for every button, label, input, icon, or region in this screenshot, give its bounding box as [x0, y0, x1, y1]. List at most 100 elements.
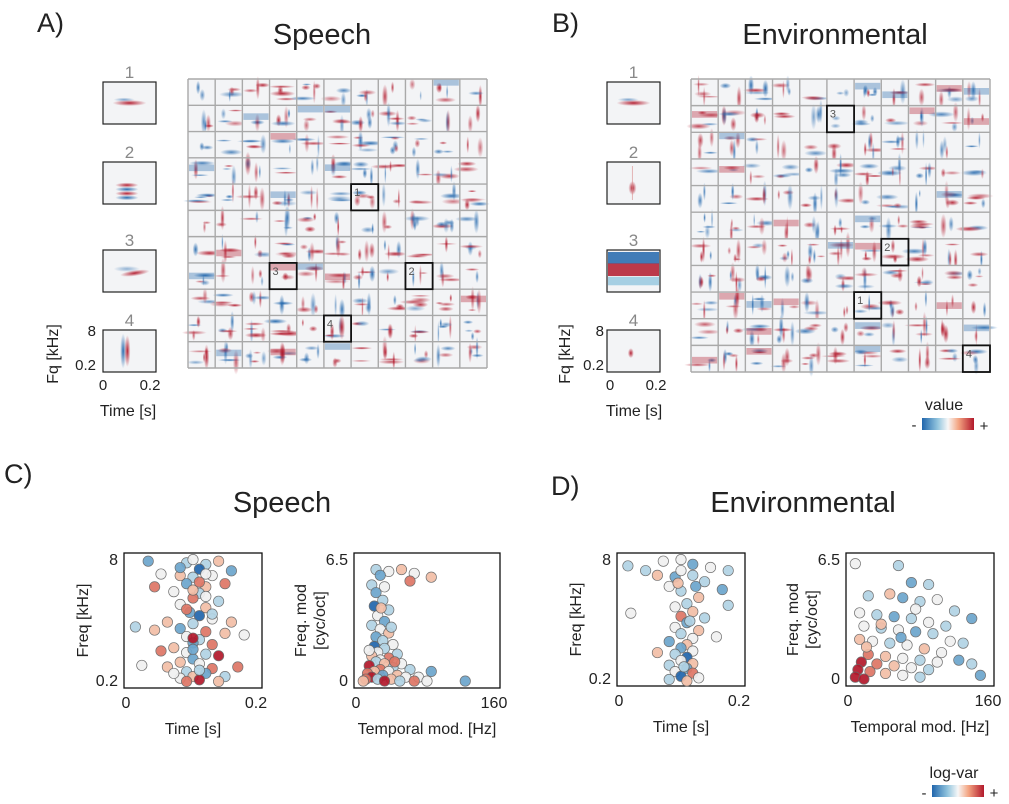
grid-cell: [320, 79, 352, 108]
scatter-point: [957, 637, 969, 649]
scatter-point: [931, 594, 943, 606]
scatter-point: [395, 563, 408, 576]
grid-cell: [432, 105, 460, 135]
grid-cell: [459, 336, 487, 368]
grid-cell: [799, 132, 828, 159]
grid-cell: [268, 79, 298, 106]
grid-cell: [235, 183, 270, 212]
grid-cell: [188, 236, 223, 263]
grid-cell: [962, 318, 998, 348]
scatter-point: [940, 620, 952, 632]
grid-cell: [745, 212, 777, 239]
scatter-point: [206, 608, 218, 620]
scatter-point: [678, 661, 690, 673]
grid-cell: [213, 257, 243, 290]
scatter-point: [213, 595, 225, 607]
scatter-point: [923, 578, 935, 591]
grid-cell: [742, 158, 773, 186]
grid-cell: [878, 212, 910, 244]
scatter-point: [923, 664, 935, 676]
grid-cell: [405, 78, 433, 106]
scatter-point: [187, 632, 199, 644]
grid-cell: [432, 314, 460, 347]
grid-cell: [431, 210, 460, 237]
scatter-point: [722, 565, 734, 577]
x-tick-label: 160: [975, 693, 1002, 710]
colorbar-logvar-label: log-var: [930, 765, 980, 782]
colorbar-logvar-plus: +: [990, 785, 999, 802]
example-filter: [102, 81, 157, 125]
grid-cell: [935, 180, 965, 213]
filter-axes-speech: Fq [kHz] 8 0.2 0 0.2 Time [s]: [45, 323, 160, 420]
grid-cell: [296, 105, 324, 132]
scatter-point: [187, 618, 199, 630]
x-axis-label: Temporal mod. [Hz]: [358, 721, 497, 738]
grid-cell: [351, 130, 384, 158]
grid-cell: [323, 131, 352, 158]
scatter-point: [884, 637, 896, 649]
grid-cell: [962, 185, 994, 213]
scatter-point: [187, 554, 199, 566]
scatter-point: [370, 587, 382, 599]
scatter-point: [389, 656, 401, 668]
grid-cell: [689, 318, 721, 346]
scatter-point: [155, 645, 167, 657]
scatter-point: [910, 626, 922, 638]
scatter-point: [193, 610, 205, 622]
grid-cell: [432, 260, 465, 290]
scatter-point: [640, 565, 652, 577]
grid-cell: [935, 212, 963, 239]
scatter-point: [219, 627, 231, 639]
grid-cell: [935, 318, 963, 346]
y-tick-label: 0: [831, 671, 840, 688]
grid-cell: [405, 341, 433, 368]
scatter-point: [699, 576, 711, 588]
scatter-point: [860, 641, 873, 653]
grid-cell: [455, 209, 487, 237]
x-tick-label: 160: [481, 695, 508, 712]
grid-cell: [188, 157, 216, 185]
grid-cell: [215, 131, 243, 158]
grid-cell: [351, 184, 379, 211]
scatter-point: [357, 675, 369, 687]
grid-cell: [347, 157, 379, 187]
filter-grid-environmental: 3 2 1 4: [684, 74, 998, 378]
grid-cell: [405, 131, 433, 158]
grid-cell: [377, 262, 406, 290]
grid-cell: [881, 265, 909, 293]
example-number: 4: [629, 311, 638, 330]
x-tick-label: 0: [615, 693, 624, 710]
grid-cell: [322, 314, 352, 342]
grid-cell: [852, 158, 886, 188]
scatter-point: [651, 569, 663, 581]
scatter-point: [897, 652, 909, 664]
scatter-point: [716, 583, 728, 596]
grid-cell: [854, 181, 882, 213]
grid-cell: [880, 130, 909, 159]
scatter-point: [193, 674, 205, 686]
grid-cell: [744, 180, 773, 213]
scatter-point: [918, 643, 930, 655]
scatter-point: [895, 631, 907, 644]
grid-cell: [296, 153, 324, 185]
colorbar-logvar: log-var - +: [922, 765, 999, 802]
scatter-point: [687, 569, 699, 581]
scatter-point: [858, 673, 870, 685]
colorbar-logvar-gradient: [932, 785, 984, 797]
grid-highlight-label: 3: [830, 109, 836, 121]
example-filter: [606, 329, 661, 373]
grid-cell: [691, 182, 719, 213]
y-tick-label: 6.5: [326, 552, 348, 569]
grid-cell: [854, 318, 884, 346]
grid-cell: [820, 345, 855, 372]
scatter-point: [693, 672, 705, 684]
grid-cell: [741, 318, 773, 348]
grid-cell: [215, 205, 243, 237]
grid-highlight-label: 1: [857, 295, 863, 307]
example-filter: [606, 249, 661, 293]
grid-cell: [826, 105, 855, 133]
scatter-point: [871, 609, 883, 621]
grid-cell: [378, 182, 406, 211]
scatter-point: [675, 554, 687, 566]
grid-highlight-box: [404, 262, 434, 291]
